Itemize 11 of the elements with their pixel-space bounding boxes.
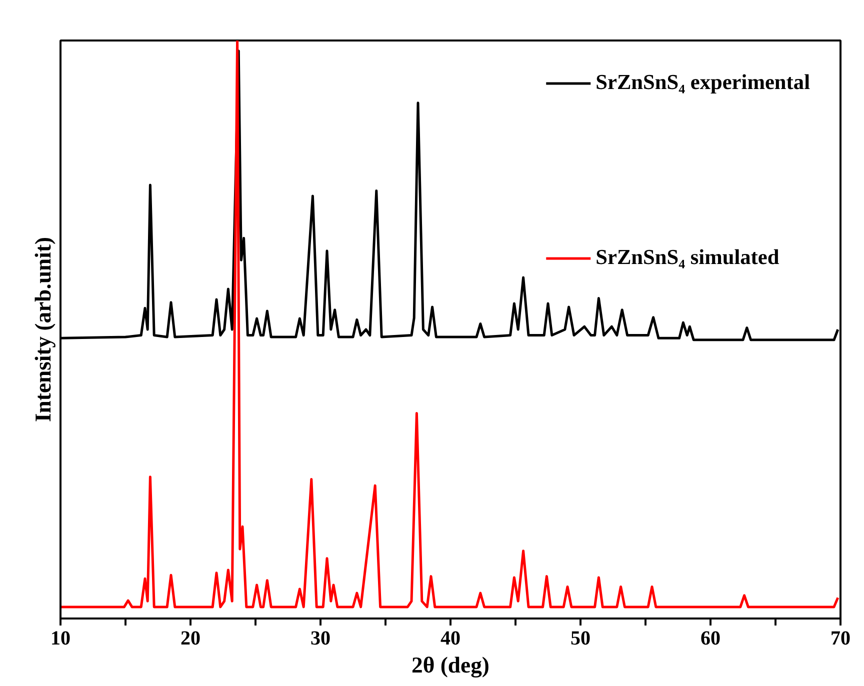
legend-label: SrZnSnS₄ simulated [596, 245, 780, 270]
x-tick-label: 70 [830, 628, 850, 650]
x-tick-label: 40 [440, 628, 460, 650]
x-tick-label: 20 [180, 628, 200, 650]
x-tick-label: 50 [570, 628, 590, 650]
x-tick-label: 30 [310, 628, 330, 650]
x-axis-title: 2θ (deg) [412, 652, 490, 678]
y-axis-title: Intensity (arb.unit) [30, 236, 56, 422]
legend-label: SrZnSnS₄ experimental [596, 70, 810, 95]
x-tick-label: 60 [700, 628, 720, 650]
x-tick-label: 10 [50, 628, 70, 650]
